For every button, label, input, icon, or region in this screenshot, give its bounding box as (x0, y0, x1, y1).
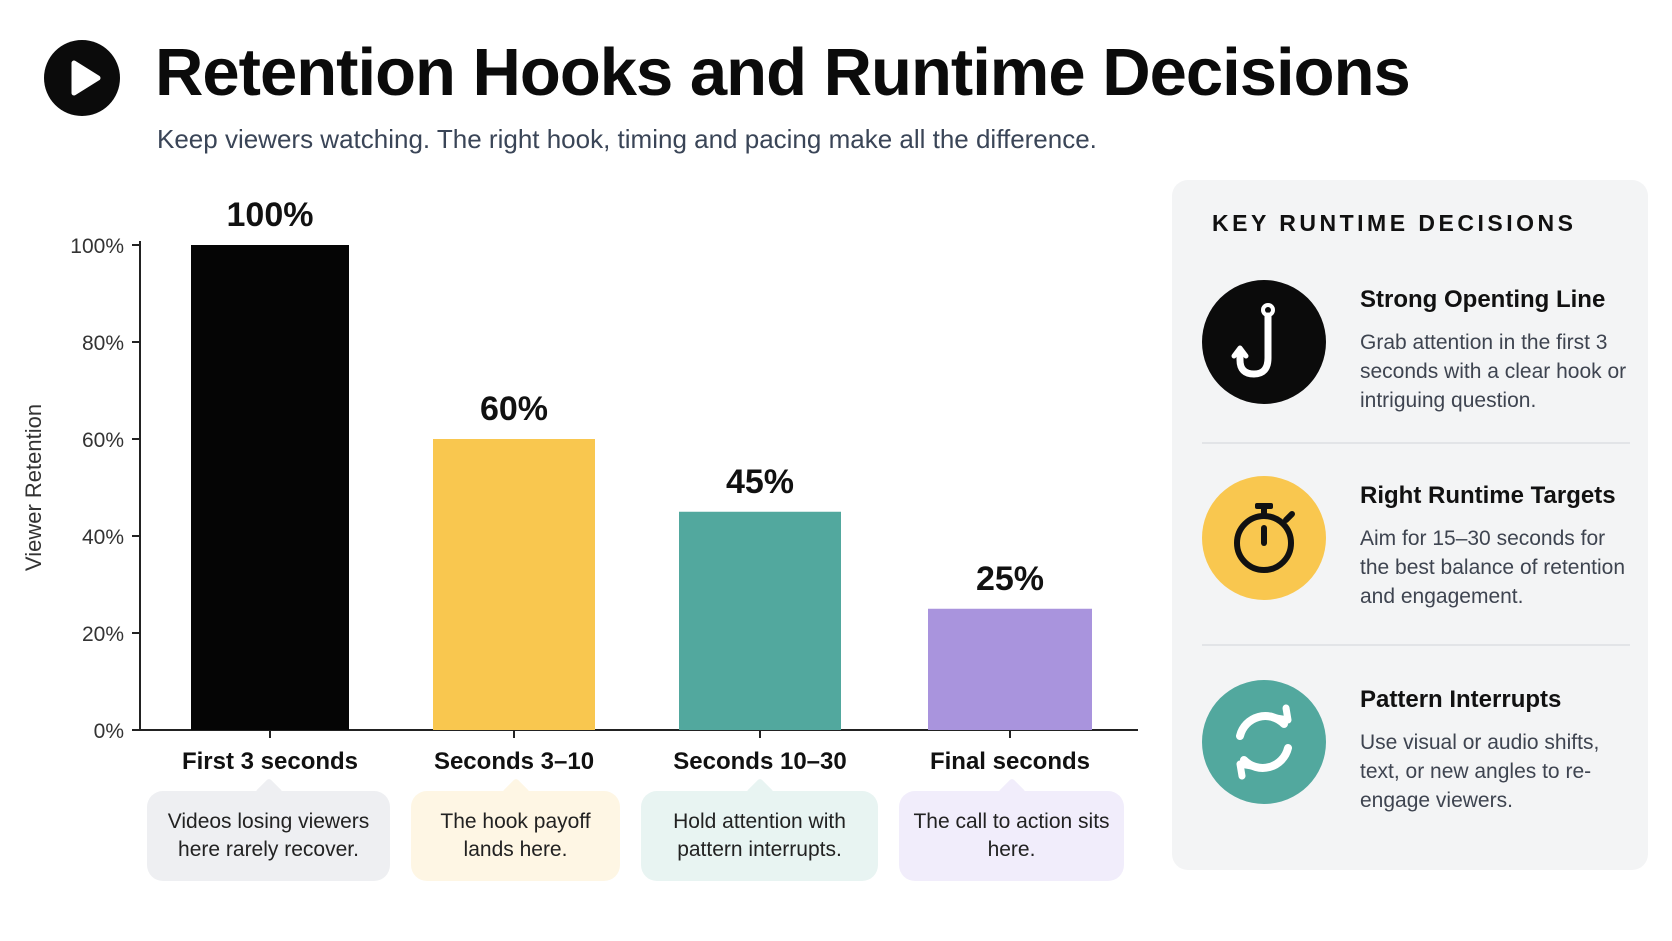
divider (1202, 644, 1630, 646)
page-title: Retention Hooks and Runtime Decisions (155, 35, 1411, 110)
decision-description: Grab attention in the first 3 seconds wi… (1360, 331, 1627, 412)
bar-note: The call to action sits here. (899, 791, 1124, 881)
bar (679, 511, 841, 730)
y-tick-label: 20% (82, 623, 124, 646)
hook-icon (1202, 280, 1326, 404)
bar-note: The hook payoff lands here. (411, 791, 620, 881)
decision-title: Pattern Interrupts (1360, 686, 1562, 713)
y-tick-label: 100% (70, 235, 124, 258)
bar (191, 245, 349, 730)
bar-note: Videos losing viewers here rarely recove… (147, 791, 390, 881)
decision-description: Use visual or audio shifts, text, or new… (1360, 731, 1600, 812)
key-decisions-panel: KEY RUNTIME DECISIONS Strong Openting Li… (1172, 180, 1648, 870)
bar-note-text: The hook payoff lands here. (440, 810, 591, 861)
y-axis-title: Viewer Retention (21, 404, 46, 571)
decision-title: Strong Openting Line (1360, 286, 1606, 313)
x-tick-label: Seconds 3–10 (433, 748, 595, 775)
divider (1202, 442, 1630, 444)
stopwatch-icon (1202, 476, 1326, 600)
decision-title: Right Runtime Targets (1360, 482, 1616, 509)
bar-note-text: Hold attention with pattern interrupts. (673, 810, 846, 861)
bar (928, 608, 1092, 730)
refresh-icon (1202, 680, 1326, 804)
bar-value-label: 100% (227, 196, 314, 234)
decision-description: Aim for 15–30 seconds for the best balan… (1360, 527, 1626, 608)
x-tick-label: Final seconds (929, 748, 1091, 775)
bar-note: Hold attention with pattern interrupts. (641, 791, 878, 881)
page-subtitle: Keep viewers watching. The right hook, t… (157, 124, 1097, 154)
bar-value-label: 25% (976, 560, 1044, 598)
bar (433, 439, 595, 730)
y-tick-label: 60% (82, 429, 124, 452)
bar-value-label: 45% (726, 463, 794, 501)
x-tick-label: First 3 seconds (181, 748, 359, 775)
x-tick-label: Seconds 10–30 (673, 748, 847, 775)
bar-note-text: Videos losing viewers here rarely recove… (167, 810, 370, 861)
panel-title: KEY RUNTIME DECISIONS (1212, 210, 1577, 236)
play-logo-icon (44, 40, 120, 116)
y-tick-label: 40% (82, 526, 124, 549)
y-tick-label: 0% (94, 720, 124, 743)
bar-note-text: The call to action sits here. (913, 810, 1110, 861)
chart-canvas: Viewer Retention 0% 20% 40% 60% 80% 100% 100% 60… (21, 196, 1138, 743)
retention-bar-chart: Viewer Retention 0% 20% 40% 60% 80% 100% 100% 60… (0, 170, 1160, 910)
y-tick-label: 80% (82, 332, 124, 355)
bar-value-label: 60% (480, 390, 548, 428)
